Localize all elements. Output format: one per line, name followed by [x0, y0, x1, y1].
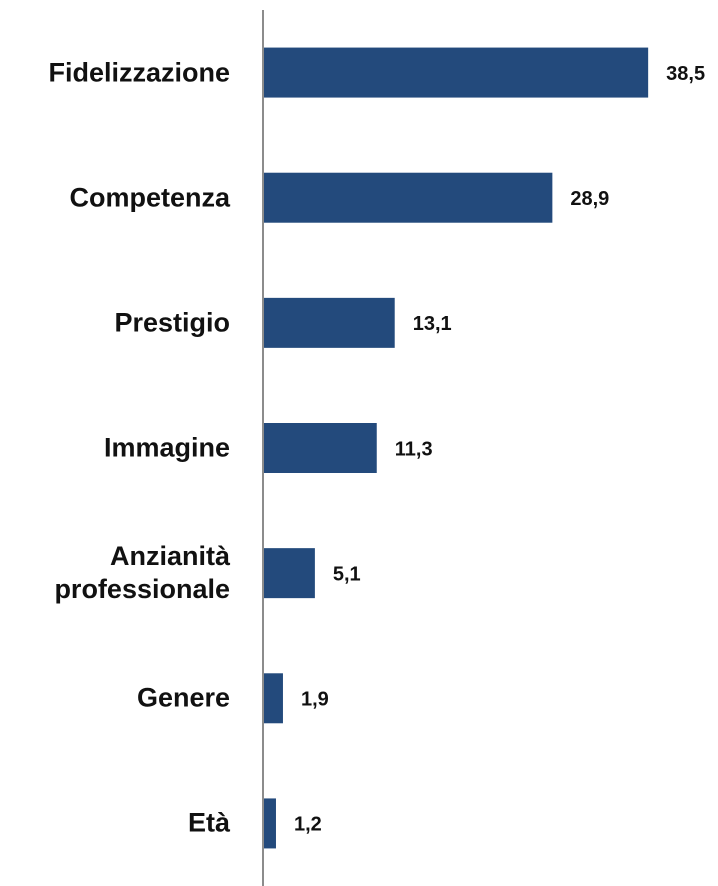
bar	[264, 297, 395, 348]
category-label: Prestigio	[114, 307, 230, 338]
bar	[264, 798, 276, 849]
bar	[264, 423, 377, 473]
value-label: 38,5	[666, 63, 705, 85]
value-label: 1,9	[301, 689, 329, 711]
bar	[264, 47, 649, 98]
category-label: Immagine	[103, 432, 230, 463]
value-label: 13,1	[413, 313, 452, 335]
bar	[264, 673, 283, 724]
value-label: 5,1	[333, 563, 361, 585]
category-label: Età	[187, 807, 230, 838]
category-label: Anzianità professionale	[54, 541, 230, 605]
category-label: Fidelizzazione	[48, 57, 230, 88]
category-label: Genere	[136, 682, 230, 713]
category-label: Competenza	[69, 182, 230, 213]
bar	[264, 172, 553, 223]
bar	[264, 548, 315, 599]
value-label: 1,2	[294, 814, 322, 836]
value-label: 28,9	[570, 188, 609, 210]
value-label: 11,3	[395, 438, 433, 460]
